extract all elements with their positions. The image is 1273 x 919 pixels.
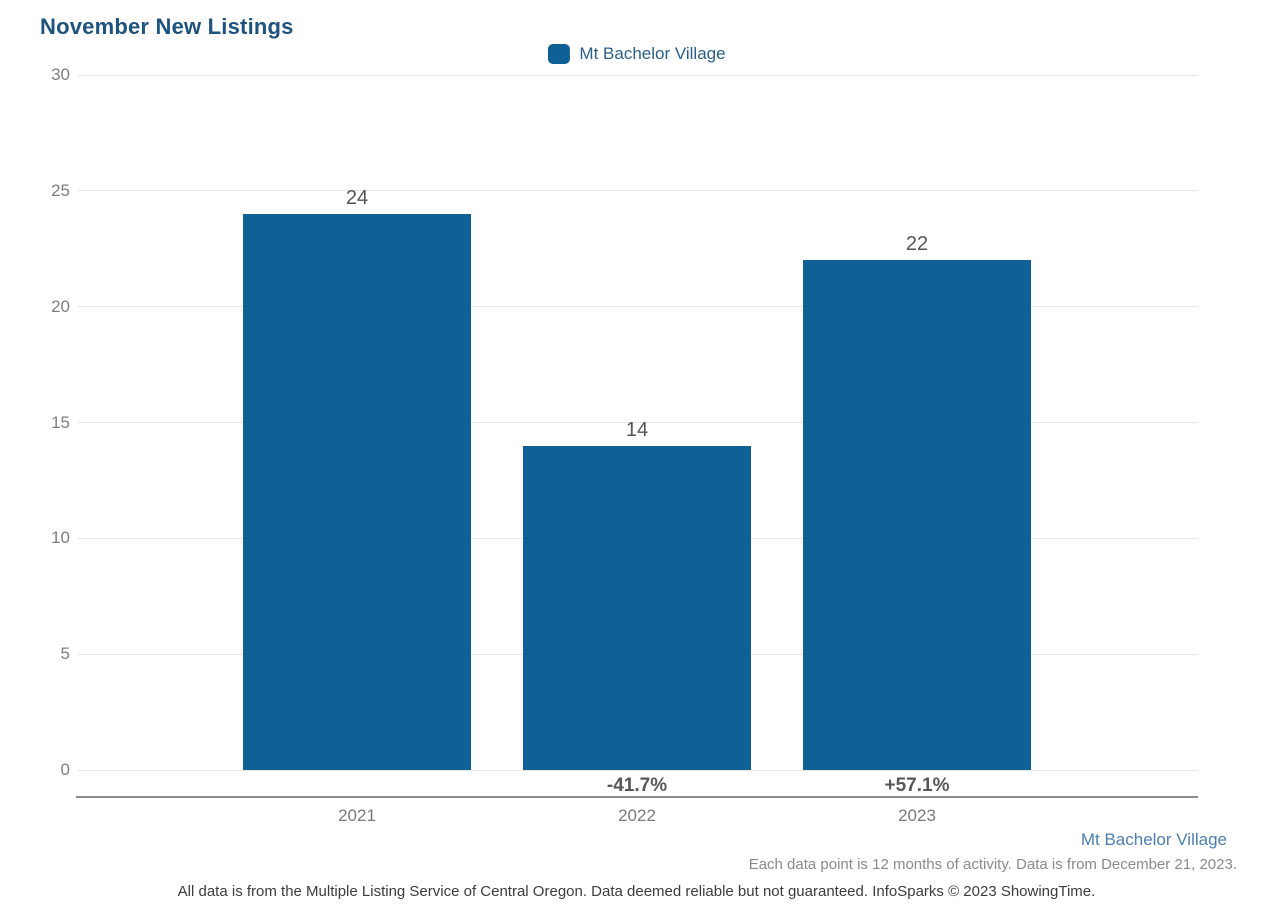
bar-value-label: 14	[625, 418, 649, 441]
x-tick-label-2022: 2022	[618, 806, 656, 825]
gridline	[78, 74, 1198, 76]
y-tick-label: 10	[51, 528, 70, 548]
x-tick-label-2023: 2023	[898, 806, 936, 825]
gridline	[78, 306, 1198, 308]
gridline	[78, 190, 1198, 192]
y-tick-label: 15	[51, 412, 70, 432]
pct-change-label-2022: -41.7%	[606, 775, 668, 796]
y-tick-label: 20	[51, 296, 70, 316]
legend-label: Mt Bachelor Village	[579, 44, 726, 63]
bar-2023[interactable]	[803, 260, 1031, 770]
bar-value-label: 22	[905, 233, 929, 256]
y-tick-label: 25	[51, 180, 70, 200]
bar-2021[interactable]	[243, 214, 471, 770]
y-tick-label: 30	[51, 65, 70, 84]
pct-change-label-2023: +57.1%	[884, 775, 950, 796]
footer-data-note: Each data point is 12 months of activity…	[748, 856, 1237, 873]
x-axis-line	[76, 796, 1198, 798]
y-tick-label: 5	[60, 644, 70, 664]
x-tick-label-2021: 2021	[338, 806, 376, 825]
legend-swatch-icon	[547, 44, 570, 64]
bar-value-label: 24	[345, 187, 369, 209]
footer-series-label[interactable]: Mt Bachelor Village	[1080, 830, 1227, 849]
gridline	[78, 769, 1198, 771]
page-title: November New Listings	[40, 14, 294, 39]
plot-area: 24 14 22	[78, 74, 1198, 771]
y-tick-label: 0	[60, 760, 70, 779]
legend-item[interactable]: Mt Bachelor Village	[547, 44, 726, 64]
bar-2022[interactable]	[523, 445, 751, 770]
footer-disclaimer: All data is from the Multiple Listing Se…	[177, 883, 1096, 900]
gridline	[78, 422, 1198, 423]
